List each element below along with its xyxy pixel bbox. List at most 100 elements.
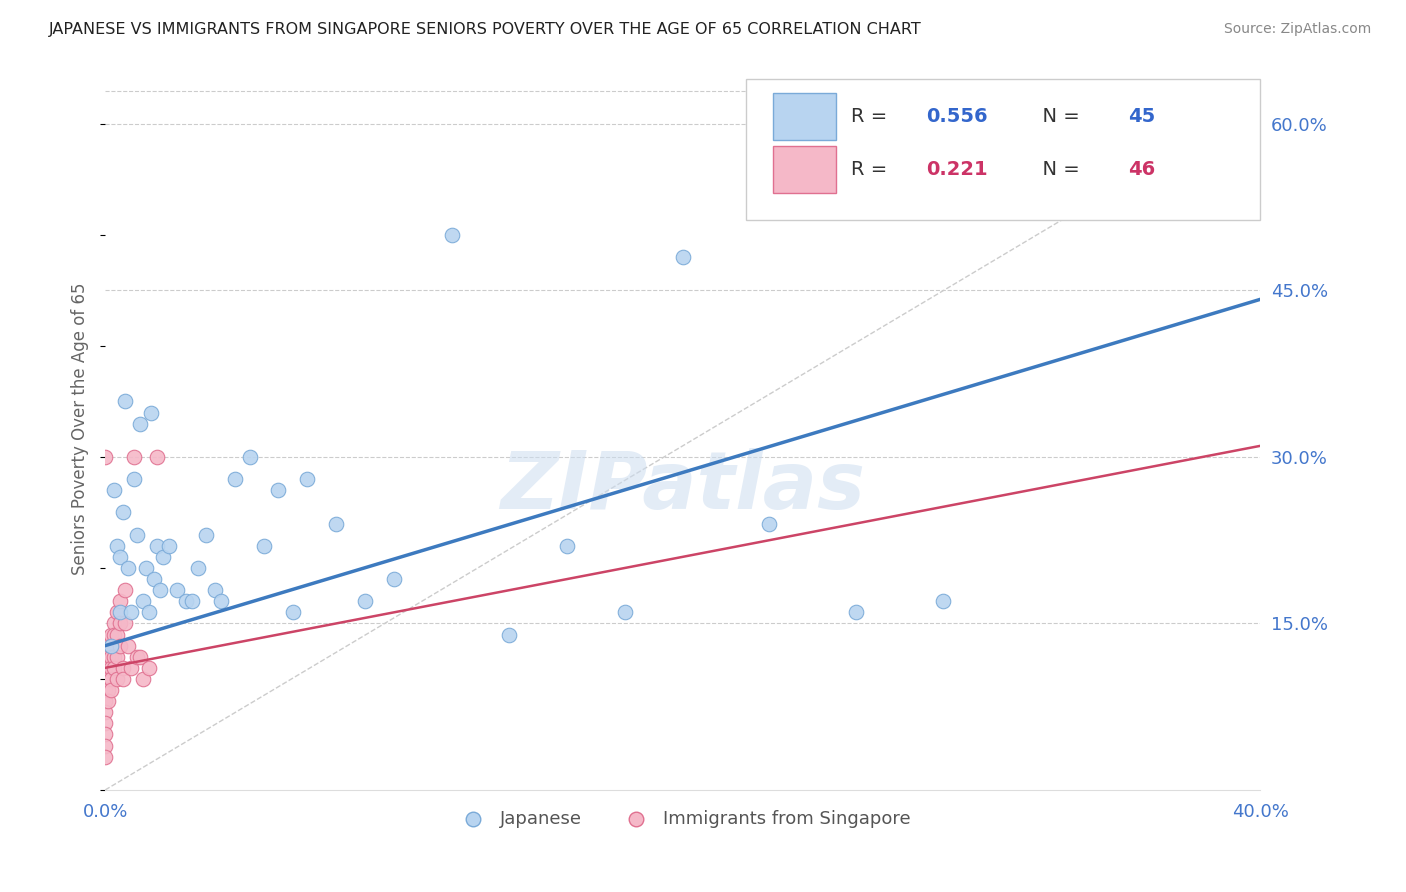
Text: 0.221: 0.221	[927, 160, 988, 179]
Point	[174, 594, 197, 608]
Point	[114, 616, 136, 631]
Point	[297, 472, 319, 486]
Point	[267, 483, 290, 498]
Point	[94, 649, 117, 664]
Point	[97, 694, 120, 708]
Point	[138, 605, 160, 619]
Point	[122, 472, 145, 486]
Point	[382, 572, 405, 586]
Y-axis label: Seniors Poverty Over the Age of 65: Seniors Poverty Over the Age of 65	[72, 283, 89, 575]
Point	[97, 649, 120, 664]
Point	[94, 661, 117, 675]
Point	[97, 661, 120, 675]
Point	[97, 672, 120, 686]
Text: R =: R =	[851, 107, 894, 127]
Text: ZIPatlas: ZIPatlas	[501, 448, 865, 526]
Point	[209, 594, 232, 608]
Point	[195, 527, 218, 541]
Point	[108, 549, 131, 564]
Point	[111, 661, 134, 675]
Point	[108, 594, 131, 608]
Point	[149, 583, 172, 598]
Text: Source: ZipAtlas.com: Source: ZipAtlas.com	[1223, 22, 1371, 37]
Point	[94, 450, 117, 464]
Point	[122, 450, 145, 464]
Point	[931, 594, 953, 608]
Point	[94, 694, 117, 708]
Point	[105, 539, 128, 553]
Point	[117, 561, 139, 575]
Point	[125, 649, 148, 664]
Point	[224, 472, 246, 486]
Point	[105, 627, 128, 641]
Point	[103, 661, 125, 675]
Point	[105, 649, 128, 664]
Point	[117, 639, 139, 653]
Point	[239, 450, 262, 464]
Point	[613, 605, 636, 619]
Point	[845, 605, 868, 619]
Point	[135, 561, 157, 575]
Point	[100, 627, 122, 641]
Point	[103, 649, 125, 664]
Point	[141, 406, 163, 420]
Text: 45: 45	[1129, 107, 1156, 127]
Point	[100, 672, 122, 686]
FancyBboxPatch shape	[773, 94, 837, 140]
Text: N =: N =	[1031, 160, 1087, 179]
Point	[103, 616, 125, 631]
Point	[440, 227, 463, 242]
Point	[111, 506, 134, 520]
Point	[105, 672, 128, 686]
Point	[146, 539, 169, 553]
Point	[100, 639, 122, 653]
Point	[114, 394, 136, 409]
Point	[120, 661, 142, 675]
Text: 46: 46	[1129, 160, 1156, 179]
Point	[180, 594, 202, 608]
Point	[498, 627, 520, 641]
Point	[166, 583, 188, 598]
Point	[128, 649, 150, 664]
Point	[120, 605, 142, 619]
Point	[97, 683, 120, 698]
Point	[758, 516, 780, 531]
Point	[114, 583, 136, 598]
Point	[100, 661, 122, 675]
Point	[128, 417, 150, 431]
Point	[146, 450, 169, 464]
Point	[105, 605, 128, 619]
Point	[672, 250, 695, 264]
Point	[152, 549, 174, 564]
Point	[125, 527, 148, 541]
Point	[94, 683, 117, 698]
Point	[204, 583, 226, 598]
FancyBboxPatch shape	[773, 146, 837, 193]
Point	[108, 639, 131, 653]
Point	[100, 639, 122, 653]
FancyBboxPatch shape	[747, 79, 1260, 220]
Point	[325, 516, 347, 531]
Point	[138, 661, 160, 675]
Point	[103, 483, 125, 498]
Text: 0.556: 0.556	[927, 107, 988, 127]
Point	[253, 539, 276, 553]
Point	[94, 749, 117, 764]
Point	[103, 627, 125, 641]
Point	[97, 639, 120, 653]
Point	[187, 561, 209, 575]
Point	[111, 672, 134, 686]
Point	[132, 672, 155, 686]
Point	[94, 739, 117, 753]
Text: JAPANESE VS IMMIGRANTS FROM SINGAPORE SENIORS POVERTY OVER THE AGE OF 65 CORRELA: JAPANESE VS IMMIGRANTS FROM SINGAPORE SE…	[49, 22, 922, 37]
Point	[94, 727, 117, 741]
Legend: Japanese, Immigrants from Singapore: Japanese, Immigrants from Singapore	[447, 803, 918, 835]
Point	[132, 594, 155, 608]
Point	[100, 649, 122, 664]
Point	[94, 716, 117, 731]
Text: R =: R =	[851, 160, 894, 179]
Point	[94, 672, 117, 686]
Point	[157, 539, 180, 553]
Point	[354, 594, 377, 608]
Point	[143, 572, 166, 586]
